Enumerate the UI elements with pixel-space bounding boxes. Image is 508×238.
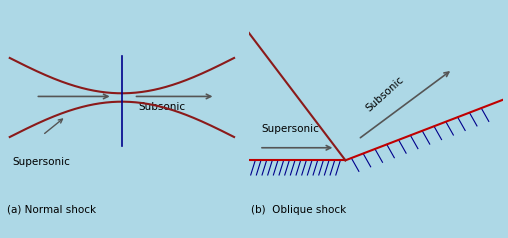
Text: Supersonic: Supersonic <box>12 157 70 167</box>
Text: Subsonic: Subsonic <box>138 102 185 112</box>
Text: (a) Normal shock: (a) Normal shock <box>8 205 97 215</box>
Text: Subsonic: Subsonic <box>364 74 406 113</box>
Text: Supersonic: Supersonic <box>262 124 320 134</box>
Text: (b)  Oblique shock: (b) Oblique shock <box>251 205 346 215</box>
